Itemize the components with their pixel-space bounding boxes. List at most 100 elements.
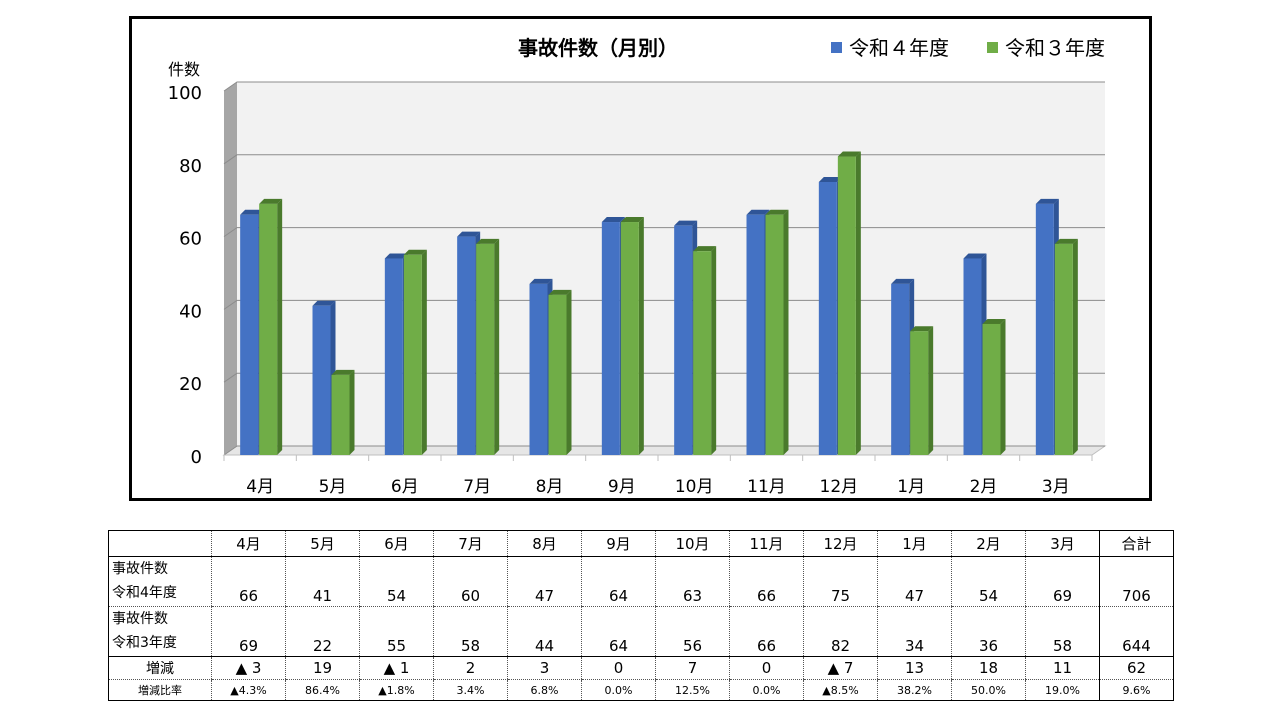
table-row: 事故件数 令和4年度 66 41 54 60 47 64 63 66 75 47 54 69 706 [108, 556, 1174, 607]
chart-frame: 0 20 40 60 80 100 4月 5月 6月 7月 8月 9月 10月 11月 12月 1月 2月 3月… [129, 16, 1152, 501]
x-tick-label-6月: 6月 [391, 477, 419, 497]
table-cell: 62 [1099, 656, 1174, 680]
bar-top [674, 220, 698, 226]
x-tick-label-3月: 3月 [1042, 477, 1070, 497]
bar-top [963, 253, 987, 259]
table-cell: 3 [507, 656, 582, 680]
bar-top [837, 151, 861, 157]
x-tick-label-7月: 7月 [463, 477, 491, 497]
data-table: 4月 5月 6月 7月 8月 9月 10月 11月 12月 1月 2月 3月 合計 事故件数 令和4年度 66… [108, 530, 1174, 701]
bar-r3-2月 [982, 318, 1006, 455]
bar-side [711, 246, 717, 455]
table-header-cell: 5月 [285, 530, 360, 557]
bar-top [982, 318, 1006, 324]
bar-front [674, 225, 693, 455]
bar-top [384, 253, 408, 259]
table-cell: 22 [285, 606, 360, 657]
table-cell: 644 [1099, 606, 1174, 657]
y-tick-label-100: 100 [168, 83, 202, 104]
x-tick-label-2月: 2月 [970, 477, 998, 497]
bar-r3-7月 [476, 238, 500, 455]
table-corner-cell [108, 530, 212, 557]
table-header-cell: 1月 [877, 530, 952, 557]
bar-side [421, 249, 427, 455]
table-cell: ▲ 7 [803, 656, 878, 680]
table-cell: 66 [211, 556, 286, 607]
table-cell: 58 [433, 606, 508, 657]
table-cell: 706 [1099, 556, 1174, 607]
bar-top [818, 177, 842, 182]
bar-r3-1月 [910, 326, 934, 455]
table-header-cell: 2月 [951, 530, 1026, 557]
bar-side [783, 209, 789, 455]
bar-top [457, 231, 481, 237]
row-label-line1: 事故件数 [112, 561, 168, 577]
row-label-line2: 令和3年度 [112, 635, 177, 651]
bar-top [312, 300, 336, 306]
bar-top [331, 369, 355, 375]
bar-front [982, 323, 1001, 455]
bar-side [349, 369, 355, 455]
table-cell: 6.8% [507, 679, 582, 701]
legend-label-r4: 令和４年度 [849, 36, 949, 60]
bar-r3-3月 [1054, 238, 1078, 455]
table-cell: 36 [951, 606, 1026, 657]
table-cell: 44 [507, 606, 582, 657]
row-label: 事故件数令和3年度 [108, 606, 212, 657]
bar-front [529, 283, 548, 455]
bar-front [240, 214, 259, 455]
bar-chart: 0 20 40 60 80 100 4月 5月 6月 7月 8月 9月 10月 11月 12月 1月 2月 3月… [168, 36, 1107, 497]
bar-side [494, 238, 500, 455]
bar-side [1072, 238, 1078, 455]
x-axis-labels: 4月 5月 6月 7月 8月 9月 10月 11月 12月 1月 2月 3月 [246, 477, 1069, 497]
bar-front [891, 283, 910, 455]
table-header-cell: 合計 [1099, 530, 1174, 557]
bar-front [963, 258, 982, 455]
bar-top [240, 209, 264, 215]
x-tick-label-11月: 11月 [747, 477, 786, 497]
bar-front [818, 182, 837, 455]
table-header-cell: 4月 [211, 530, 286, 557]
bar-r3-6月 [403, 249, 427, 455]
bar-side [1000, 318, 1006, 455]
table-cell: 41 [285, 556, 360, 607]
table-cell: 56 [655, 606, 730, 657]
x-tick-label-10月: 10月 [675, 477, 714, 497]
gridline-0 [223, 445, 1105, 456]
gridline-20 [223, 372, 1105, 383]
table-cell: 9.6% [1099, 679, 1174, 701]
x-tick-label-5月: 5月 [319, 477, 347, 497]
y-tick-label-0: 0 [191, 447, 202, 468]
table-cell: 47 [507, 556, 582, 607]
bar-top [403, 249, 427, 255]
bar-top [1054, 238, 1078, 244]
table-cell: ▲8.5% [803, 679, 878, 701]
table-header-cell: 12月 [803, 530, 878, 557]
bar-front [312, 305, 331, 455]
bar-top [548, 289, 572, 295]
table-cell: 54 [951, 556, 1026, 607]
bar-front [1054, 243, 1073, 455]
row-label-line1: 事故件数 [112, 611, 168, 627]
row-label: 事故件数令和4年度 [108, 556, 212, 607]
bar-side [638, 217, 644, 455]
table-row: 増減比率 ▲4.3% 86.4% ▲1.8% 3.4% 6.8% 0.0% 12.5% 0.0%… [108, 679, 1174, 701]
gridline-100 [223, 81, 1105, 92]
table-header-cell: 8月 [507, 530, 582, 557]
bar-r3-8月 [548, 289, 572, 455]
y-tick-label-20: 20 [179, 374, 202, 395]
bar-side [277, 198, 283, 455]
bar-front [601, 222, 620, 455]
table-cell: 86.4% [285, 679, 360, 701]
legend-swatch-r4 [831, 42, 842, 53]
chart-title: 事故件数（月別） [518, 36, 678, 60]
bar-front [384, 258, 403, 455]
table-cell: 38.2% [877, 679, 952, 701]
table-cell: ▲ 3 [211, 656, 286, 680]
bar-front [548, 294, 567, 455]
table-cell: ▲4.3% [211, 679, 286, 701]
bar-r3-12月 [837, 151, 861, 455]
row-label-line2: 令和4年度 [112, 585, 177, 601]
table-cell: 7 [655, 656, 730, 680]
bar-top [620, 217, 644, 223]
